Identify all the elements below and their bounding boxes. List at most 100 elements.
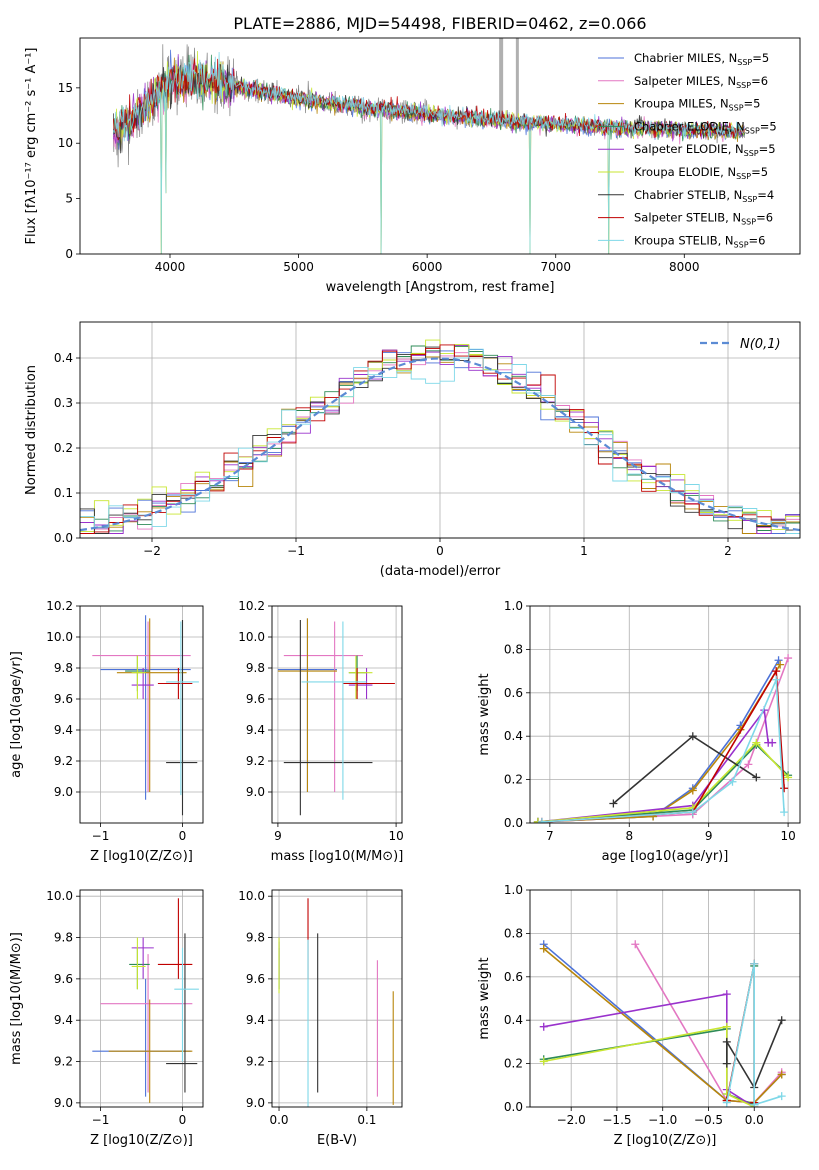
y-tick-label: 9.8 — [246, 661, 265, 675]
weight-point-marker — [539, 1057, 548, 1066]
weight-point-marker — [750, 1100, 759, 1107]
weight-point-marker — [722, 1098, 731, 1107]
y-tick-label: 0.0 — [504, 1100, 523, 1114]
y-tick-label: 10.0 — [46, 630, 73, 644]
y-tick-label: 9.6 — [54, 972, 73, 986]
y-tick-label: 9.0 — [54, 785, 73, 799]
weight-point-marker — [776, 660, 785, 669]
panel-mass_vs_ebv: 0.0 0.1 9.0 9.2 9.4 9.6 9.8 10.0 E(B-V) — [238, 889, 403, 1148]
normal-reference-curve — [80, 357, 800, 532]
weight-point-marker — [537, 817, 546, 823]
panel-age_vs_Z: −1 0 9.0 9.2 9.4 9.6 9.8 10.0 10.2 Z [log10(Z/Z⊙)… — [9, 599, 204, 864]
y-tick-label: 9.8 — [246, 931, 265, 945]
weight-point-marker — [744, 760, 753, 769]
y-tick-label: 10.0 — [238, 630, 265, 644]
weight-series-line — [537, 708, 773, 823]
x-axis-label: age [log10(age/yr)] — [602, 849, 729, 864]
x-tick-label: 8 — [625, 829, 633, 843]
plot-area — [113, 38, 745, 254]
panel-weight_vs_age: 7 8 9 10 0.0 0.2 0.4 0.6 0.8 1.0 age [log10(age/yr… — [477, 599, 801, 864]
weight-point-marker — [777, 1016, 786, 1025]
weight-point-marker — [777, 1092, 786, 1101]
weight-point-marker — [777, 1070, 786, 1079]
x-tick-label: 7 — [546, 829, 554, 843]
plot-area — [533, 654, 793, 823]
y-tick-label: 9.6 — [246, 972, 265, 986]
y-tick-label: 9.2 — [246, 1055, 265, 1069]
x-tick-label: 5000 — [283, 260, 314, 274]
y-tick-label: 0.3 — [54, 396, 73, 410]
y-tick-label: 0 — [65, 247, 73, 261]
weight-point-marker — [728, 777, 737, 786]
x-axis-label: Z [log10(Z/Z⊙)] — [90, 1133, 193, 1148]
axes-frame — [79, 37, 801, 255]
weight-point-marker — [722, 1037, 731, 1046]
x-tick-label: 1 — [580, 544, 588, 558]
y-tick-label: 9.2 — [54, 1055, 73, 1069]
y-tick-label: 9.0 — [54, 1096, 73, 1110]
x-tick-label: −1.0 — [648, 1113, 677, 1127]
x-tick-label: 0 — [436, 544, 444, 558]
x-tick-label: 10 — [388, 829, 403, 843]
x-tick-label: 10 — [780, 829, 795, 843]
y-tick-label: 0.2 — [504, 773, 523, 787]
model-spectrum — [113, 51, 745, 254]
weight-point-marker — [688, 732, 697, 741]
model-spectrum — [113, 63, 745, 154]
weight-series-line — [537, 741, 789, 823]
weight-point-marker — [722, 1059, 731, 1068]
weight-point-marker — [768, 738, 777, 747]
weight-point-marker — [752, 773, 761, 782]
x-tick-label: −1 — [287, 544, 305, 558]
legend-entry: Kroupa MILES, NSSP=5 — [634, 97, 760, 113]
x-axis-label: Z [log10(Z/Z⊙)] — [90, 849, 193, 864]
residual-histogram — [80, 344, 800, 538]
weight-point-marker — [631, 940, 640, 949]
plot-area — [278, 898, 394, 1107]
y-tick-label: 9.4 — [54, 1013, 73, 1027]
weight-series-line — [537, 659, 780, 823]
axes-frame — [79, 605, 204, 824]
x-tick-label: 7000 — [540, 260, 571, 274]
legend-entry: Salpeter ELODIE, NSSP=5 — [634, 142, 776, 158]
y-tick-label: 1.0 — [504, 599, 523, 613]
x-axis-label: wavelength [Angstrom, rest frame] — [326, 280, 555, 295]
weight-series-line — [726, 963, 782, 1106]
weight-point-marker — [772, 667, 781, 676]
x-axis-label: E(B-V) — [317, 1133, 357, 1148]
x-tick-label: 0 — [179, 1113, 187, 1127]
weight-point-marker — [784, 773, 793, 782]
y-tick-label: 9.8 — [54, 661, 73, 675]
plot-area — [80, 339, 800, 538]
weight-point-marker — [780, 784, 789, 793]
figure-title: PLATE=2886, MJD=54498, FIBERID=0462, z=0… — [233, 14, 646, 33]
weight-point-marker — [722, 1022, 731, 1031]
emission-line-mask — [515, 38, 519, 122]
axes-frame — [79, 889, 204, 1108]
x-tick-label: 9 — [705, 829, 713, 843]
y-tick-label: 1.0 — [504, 883, 523, 897]
legend-entry: Chabrier ELODIE, NSSP=5 — [634, 119, 777, 135]
plot-area — [539, 940, 786, 1107]
y-tick-label: 0.6 — [504, 970, 523, 984]
legend-entry: Salpeter MILES, NSSP=6 — [634, 74, 768, 90]
y-tick-label: 10.0 — [238, 889, 265, 903]
y-tick-label: 5 — [65, 192, 73, 206]
residual-histogram — [80, 339, 800, 538]
x-tick-label: −1 — [92, 1113, 110, 1127]
weight-point-marker — [539, 1022, 548, 1031]
x-axis-label: (data-model)/error — [380, 564, 501, 579]
plot-area — [277, 618, 395, 816]
y-axis-label: Flux [fλ10⁻¹⁷ erg cm⁻² s⁻¹ A⁻¹] — [24, 48, 39, 245]
x-tick-label: 2 — [724, 544, 732, 558]
y-axis-label: mass weight — [477, 957, 492, 1039]
residual-histogram — [80, 348, 800, 538]
x-tick-label: −2.0 — [557, 1113, 586, 1127]
y-tick-label: 0.2 — [504, 1057, 523, 1071]
y-tick-label: 10 — [58, 136, 73, 150]
y-tick-label: 9.4 — [246, 723, 265, 737]
axes-frame — [271, 605, 403, 824]
axes-frame — [79, 321, 801, 539]
weight-point-marker — [750, 959, 759, 968]
y-tick-label: 0.1 — [54, 486, 73, 500]
